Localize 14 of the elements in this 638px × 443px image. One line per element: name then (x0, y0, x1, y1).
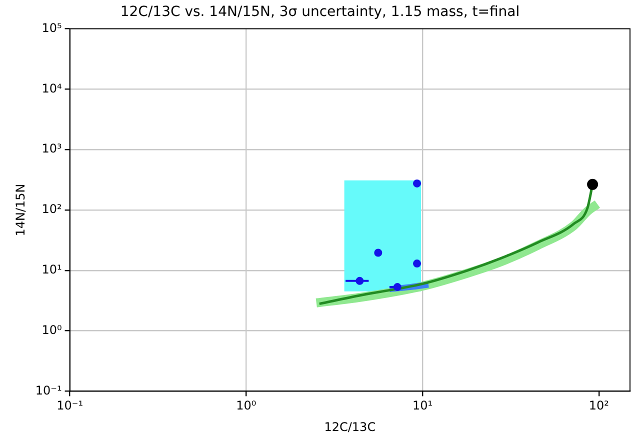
x-axis-title: 12C/13C (324, 420, 376, 434)
x-tick-label: 10⁰ (236, 398, 256, 413)
y-tick-label: 10² (42, 202, 62, 216)
chart-title: 12C/13C vs. 14N/15N, 3σ uncertainty, 1.15 mass, t=final (120, 4, 520, 20)
y-tick-label: 10⁵ (42, 20, 62, 35)
x-tick-label: 10⁻¹ (56, 398, 84, 413)
y-tick-label: 10⁴ (42, 81, 62, 96)
x-tick-label: 10¹ (412, 398, 433, 413)
y-axis-title: 14N/15N (13, 184, 28, 236)
y-tick-label: 10³ (42, 142, 62, 156)
y-tick-label: 10⁻¹ (35, 383, 62, 398)
x-tick-label: 10² (588, 398, 610, 413)
y-tick-label: 10¹ (42, 262, 62, 277)
y-tick-label: 10⁰ (42, 322, 62, 337)
